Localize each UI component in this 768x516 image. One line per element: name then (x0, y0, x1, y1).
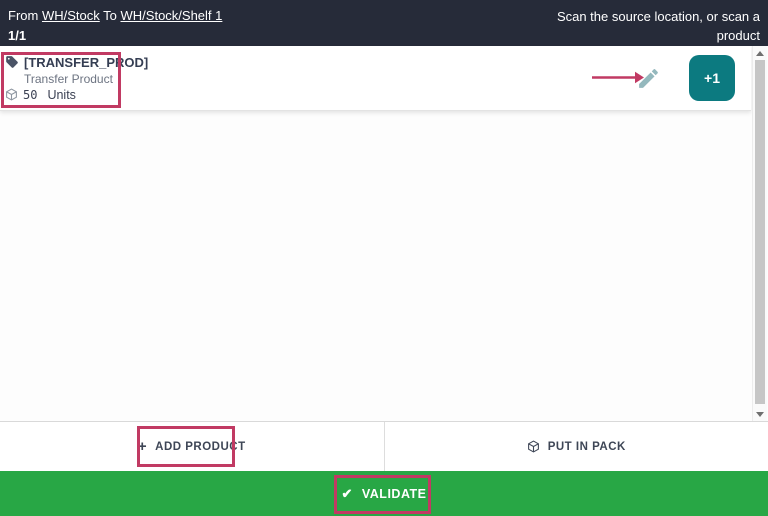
scrollbar-thumb[interactable] (755, 60, 765, 404)
scrollbar-up-arrow[interactable] (753, 47, 767, 59)
validate-button[interactable]: ✔ VALIDATE (0, 471, 768, 516)
product-info: [TRANSFER_PROD] Transfer Product 50 Unit… (5, 55, 148, 102)
product-actions: +1 (636, 55, 743, 101)
check-icon: ✔ (341, 486, 353, 501)
validate-label: VALIDATE (361, 486, 427, 501)
header-route: From WH/Stock To WH/Stock/Shelf 1 1/1 (8, 6, 222, 45)
increment-quantity-button[interactable]: +1 (689, 55, 735, 101)
put-in-pack-label: PUT IN PACK (547, 440, 626, 453)
destination-location-link[interactable]: WH/Stock/Shelf 1 (120, 8, 223, 23)
content-area: [TRANSFER_PROD] Transfer Product 50 Unit… (0, 46, 768, 421)
add-product-button[interactable]: + ADD PRODUCT (0, 422, 384, 471)
from-label: From (8, 8, 39, 23)
put-in-pack-button[interactable]: PUT IN PACK (384, 422, 768, 471)
header: From WH/Stock To WH/Stock/Shelf 1 1/1 Sc… (0, 0, 768, 46)
tag-icon (5, 55, 19, 69)
plus-icon: + (137, 438, 148, 455)
product-code: [TRANSFER_PROD] (24, 54, 149, 70)
quantity-value: 50 (23, 87, 38, 102)
scrollbar-down-arrow[interactable] (753, 408, 767, 420)
product-line-card[interactable]: [TRANSFER_PROD] Transfer Product 50 Unit… (0, 46, 751, 111)
route-line: From WH/Stock To WH/Stock/Shelf 1 (8, 6, 222, 26)
pencil-icon (636, 68, 661, 94)
add-product-label: ADD PRODUCT (155, 440, 246, 453)
footer-action-row: + ADD PRODUCT PUT IN PACK (0, 421, 768, 471)
footer-divider (383, 422, 385, 471)
unit-of-measure: Units (47, 87, 76, 102)
cube-icon (527, 440, 540, 453)
scan-hint: Scan the source location, or scan a prod… (556, 9, 760, 43)
scrollbar[interactable] (752, 46, 767, 421)
source-location-link[interactable]: WH/Stock (41, 8, 100, 23)
product-name: Transfer Product (24, 71, 113, 86)
package-icon (5, 88, 18, 101)
to-label: To (103, 8, 117, 23)
page-indicator: 1/1 (8, 27, 27, 43)
edit-line-button[interactable] (636, 66, 661, 91)
